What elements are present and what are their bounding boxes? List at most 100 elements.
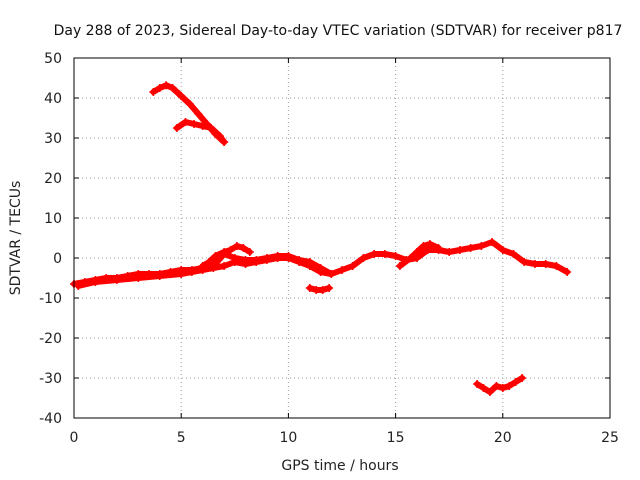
y-tick-label: -40 [39, 411, 62, 427]
data-point [509, 250, 518, 258]
data-point [149, 88, 158, 96]
data-point [262, 256, 271, 264]
data-point [498, 246, 507, 254]
data-point [155, 84, 164, 92]
data-point [220, 262, 229, 270]
series-short-segment-11-12 [305, 284, 334, 294]
data-point [220, 248, 229, 256]
data-point [327, 270, 336, 278]
data-point [406, 254, 415, 262]
data-point [112, 276, 121, 284]
data-point [162, 81, 171, 90]
data-point [198, 262, 207, 270]
data-point [232, 242, 241, 250]
data-point [230, 258, 239, 266]
data-series [70, 81, 572, 396]
data-point [541, 260, 550, 268]
data-point [348, 262, 357, 270]
data-point [492, 382, 501, 390]
data-point [134, 274, 143, 282]
series-bump-6-8 [198, 242, 254, 270]
data-point [91, 278, 100, 286]
x-axis-label: GPS time / hours [281, 458, 398, 474]
x-tick-label: 25 [601, 430, 619, 446]
x-tick-label: 5 [177, 430, 186, 446]
x-tick-label: 0 [70, 430, 79, 446]
y-tick-label: 30 [44, 131, 62, 147]
data-point [241, 260, 250, 268]
grid [74, 58, 610, 418]
data-point [172, 124, 181, 132]
data-point [488, 238, 497, 246]
data-point [318, 286, 327, 294]
y-tick-label: 40 [44, 91, 62, 107]
data-point [473, 380, 482, 388]
data-point [207, 124, 216, 132]
data-point [518, 374, 527, 382]
y-tick-label: -20 [39, 331, 62, 347]
data-point [530, 260, 539, 268]
y-tick-label: -30 [39, 371, 62, 387]
x-tick-label: 15 [387, 430, 405, 446]
data-point [466, 244, 475, 252]
data-point [177, 92, 186, 100]
data-point [505, 382, 514, 390]
data-point [220, 138, 229, 146]
data-point [479, 384, 488, 392]
data-point [205, 258, 214, 266]
data-point [552, 262, 561, 270]
data-point [239, 244, 248, 252]
y-tick-label: 20 [44, 171, 62, 187]
data-point [187, 268, 196, 276]
data-point [190, 120, 199, 128]
data-point [226, 246, 235, 254]
data-point [155, 272, 164, 280]
data-point [74, 282, 83, 290]
axis-ticks: 0 5 10 15 20 25 -40 -30 -20 -10 0 10 20 30 40 50 [39, 51, 619, 446]
data-point [498, 384, 507, 392]
data-point [325, 284, 334, 292]
data-point [252, 258, 261, 266]
data-point [194, 110, 203, 118]
data-point [359, 254, 368, 262]
y-tick-label: 10 [44, 211, 62, 227]
data-point [284, 254, 293, 262]
data-point [181, 118, 190, 126]
data-point [177, 270, 186, 278]
y-axis-label: SDTVAR / TECUs [8, 181, 24, 296]
data-point [338, 266, 346, 274]
data-point [563, 268, 572, 276]
x-tick-label: 20 [494, 430, 512, 446]
data-point [477, 242, 486, 250]
data-point [413, 248, 422, 256]
data-point [245, 248, 254, 256]
series-main-track-a [70, 238, 572, 288]
data-point [425, 240, 434, 248]
data-point [198, 122, 207, 130]
data-point [455, 246, 464, 254]
series-bump-15-17 [395, 240, 443, 270]
data-point [215, 132, 224, 140]
data-point [273, 254, 282, 262]
data-point [316, 268, 325, 276]
data-point [380, 250, 389, 258]
y-tick-label: -10 [39, 291, 62, 307]
plot-frame [73, 57, 611, 419]
data-point [185, 100, 194, 108]
data-point [445, 248, 454, 256]
data-point [209, 264, 218, 272]
chart-title: Day 288 of 2023, Sidereal Day-to-day VTE… [54, 23, 623, 39]
data-point [485, 388, 494, 396]
y-tick-label: 50 [44, 51, 62, 67]
x-tick-label: 10 [279, 430, 297, 446]
data-point [520, 258, 529, 266]
y-tick-label: 0 [53, 251, 62, 267]
data-point [168, 84, 177, 92]
data-point [295, 258, 304, 266]
data-point [395, 262, 404, 270]
series-arc-upper-b [172, 118, 229, 146]
data-point [419, 242, 428, 250]
data-point [511, 378, 520, 386]
